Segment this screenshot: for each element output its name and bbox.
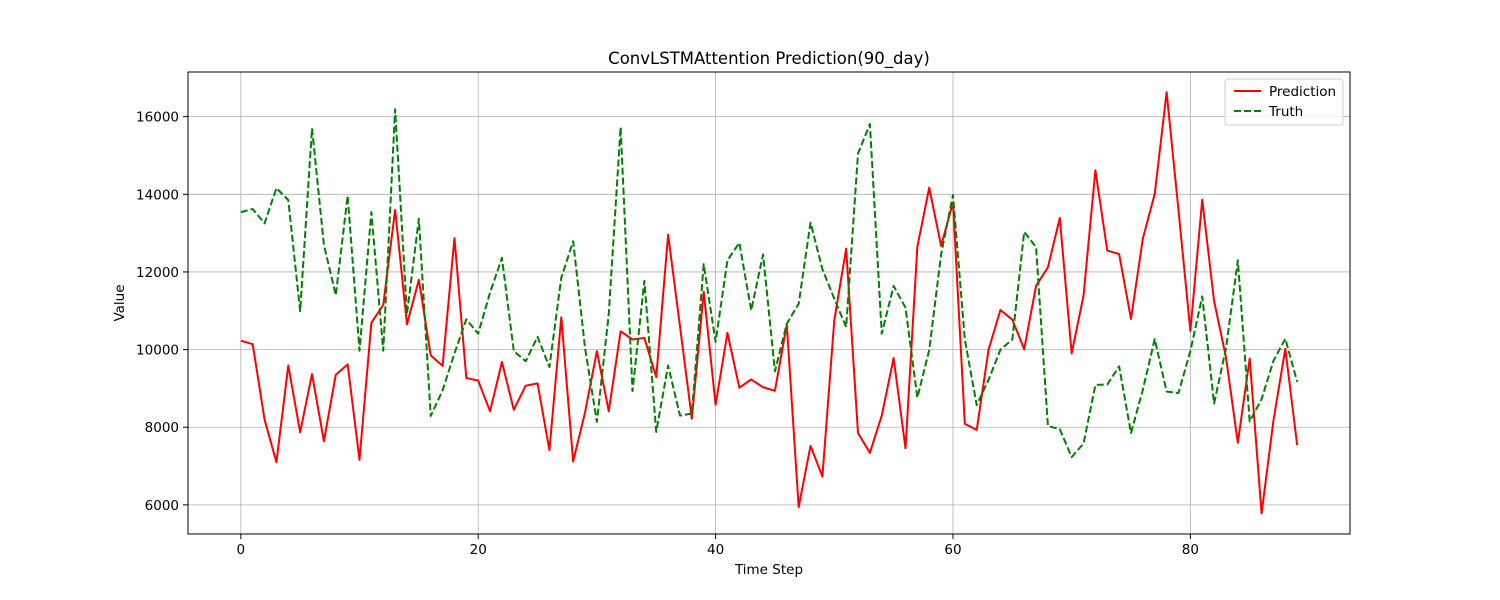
x-tick-label: 0 — [237, 542, 246, 558]
chart-title: ConvLSTMAttention Prediction(90_day) — [608, 49, 930, 69]
y-tick-label: 8000 — [145, 420, 179, 436]
x-tick-label: 20 — [470, 542, 487, 558]
y-tick-label: 12000 — [136, 265, 179, 281]
y-axis-label: Value — [112, 284, 128, 321]
x-tick-label: 60 — [944, 542, 961, 558]
x-tick-label: 80 — [1182, 542, 1199, 558]
legend-label-prediction: Prediction — [1269, 84, 1336, 100]
legend-label-truth: Truth — [1268, 104, 1303, 120]
series-line-prediction — [240, 91, 1299, 515]
series-layer — [240, 91, 1299, 515]
axes-frame — [187, 71, 1351, 535]
legend: Prediction Truth — [1224, 78, 1344, 126]
x-axis-label: Time Step — [734, 562, 803, 578]
x-tick-label: 40 — [707, 542, 724, 558]
y-tick-label: 10000 — [136, 343, 179, 359]
y-tick-label: 16000 — [136, 110, 179, 126]
y-tick-label: 6000 — [145, 498, 179, 514]
series-line-truth — [240, 108, 1299, 459]
axis-ticks: 0 20 40 60 80 6000 8000 10000 12000 14000 16000 — [136, 110, 1199, 558]
grid — [188, 72, 1350, 534]
y-tick-label: 14000 — [136, 187, 179, 203]
